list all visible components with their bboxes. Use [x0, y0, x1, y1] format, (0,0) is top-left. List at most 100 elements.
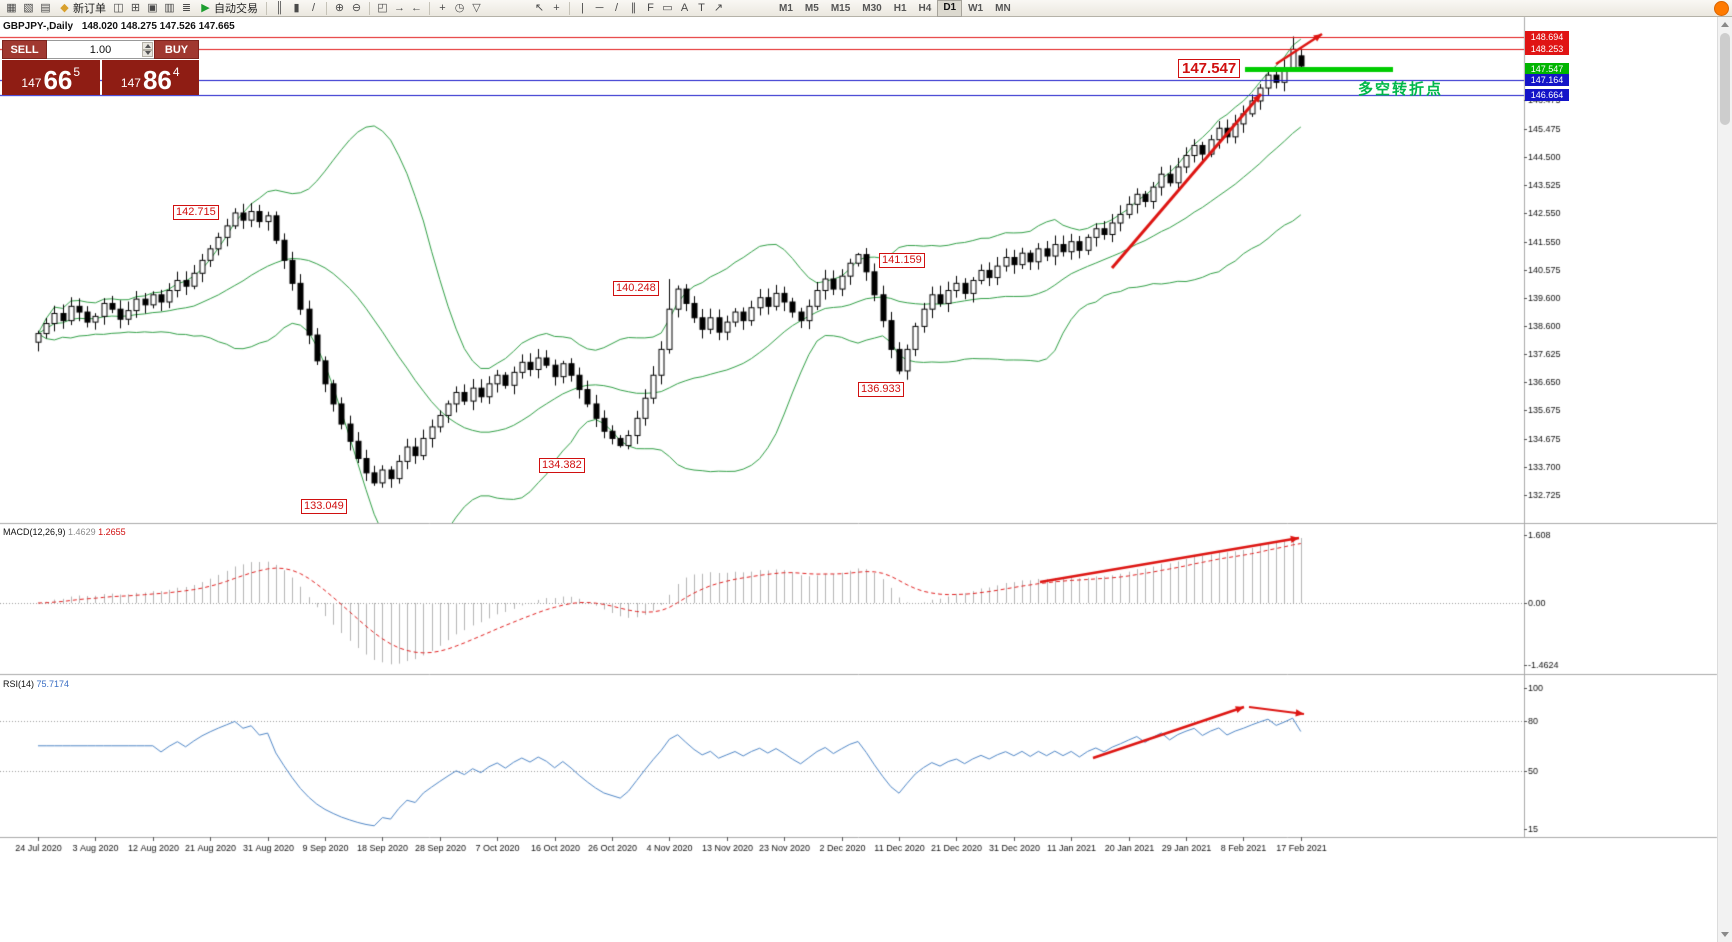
main-toolbar: ▦ ▧ ▤ ◆ 新订单 ◫ ⊞ ▣ ▥ ≣ ▶ 自动交易 ║ ▮ / ⊕ ⊖ ◰ → ← + ◷ ▽ ↖ +…: [0, 0, 1732, 17]
macd-name: MACD(12,26,9): [3, 527, 66, 537]
terminal-icon[interactable]: ▣: [147, 1, 158, 14]
new-order-label: 新订单: [73, 3, 106, 15]
market-watch-icon[interactable]: ▤: [40, 1, 51, 14]
templates-icon[interactable]: ▽: [472, 1, 481, 14]
vertical-scrollbar[interactable]: [1717, 17, 1732, 942]
timeframe-w1[interactable]: W1: [968, 2, 984, 14]
rsi-label: RSI(14) 75.7174: [3, 679, 69, 689]
timeframe-h4[interactable]: H4: [918, 2, 932, 14]
buy-price-sup: 4: [172, 65, 180, 79]
shapes-icon[interactable]: ▭: [662, 1, 673, 14]
timeframe-h1[interactable]: H1: [893, 2, 907, 14]
system-icon-group: ▦ ▧ ▤: [3, 1, 54, 16]
scroll-up-button[interactable]: [1718, 17, 1732, 32]
toolbar-separator: [569, 1, 570, 15]
toolbar-separator: [429, 1, 430, 15]
autotrading-label: 自动交易: [214, 3, 258, 15]
buy-price-prefix: 147: [120, 76, 141, 90]
sell-price-tile[interactable]: 147 66 5: [2, 60, 100, 95]
price-annotation-label[interactable]: 140.248: [613, 281, 659, 296]
text-icon[interactable]: A: [680, 1, 689, 14]
price-annotation-label[interactable]: 141.159: [879, 253, 925, 268]
candlestick-chart-icon[interactable]: ▮: [293, 1, 300, 14]
bar-chart-icon[interactable]: ║: [275, 1, 284, 14]
drawing-icon-group: | ─ / ∥ F ▭ A T ↗: [574, 1, 727, 16]
axis-price-badge: 147.164: [1525, 74, 1569, 87]
timeframe-m1[interactable]: M1: [779, 2, 793, 14]
one-click-trading-panel: SELL 1.00 BUY 147 66 5 147 86 4: [2, 40, 199, 95]
axis-price-badge: 146.664: [1525, 88, 1569, 101]
timeframe-m5[interactable]: M5: [804, 2, 819, 14]
timeframe-mn[interactable]: MN: [995, 2, 1011, 14]
arrows-icon[interactable]: ↗: [713, 1, 724, 14]
macd-value-2: 1.2655: [98, 527, 126, 537]
text-label-icon[interactable]: T: [698, 1, 705, 14]
notification-badge[interactable]: [1714, 1, 1729, 16]
new-order-button[interactable]: ◆ 新订单: [54, 0, 110, 16]
buy-button[interactable]: BUY: [154, 40, 199, 59]
axis-price-badge: 148.253: [1525, 43, 1569, 56]
equidistant-channel-icon[interactable]: ∥: [630, 1, 637, 14]
horizontal-line-icon[interactable]: ─: [595, 1, 604, 14]
zoom-icon-group: ⊕ ⊖: [331, 1, 365, 16]
price-annotation-label[interactable]: 136.933: [858, 382, 904, 397]
ohlc-values: 148.020 148.275 147.526 147.665: [81, 21, 235, 32]
metaeditor-icon[interactable]: ≣: [181, 1, 192, 14]
zoom-in-icon[interactable]: ⊕: [334, 1, 345, 14]
volume-value: 1.00: [89, 43, 112, 56]
symbol-period-label: GBPJPY-,Daily: [3, 21, 74, 32]
new-order-icon: ◆: [60, 1, 69, 14]
sell-price-big: 66: [43, 65, 73, 95]
timeframe-switcher: M1 M5 M15 M30 H1 H4 D1 W1 MN: [773, 0, 1017, 17]
buy-price-big: 86: [142, 65, 172, 95]
axis-price-badge: 148.694: [1525, 30, 1569, 43]
axis-price-badge: 147.547: [1525, 63, 1569, 76]
macd-value-1: 1.4629: [68, 527, 96, 537]
autotrading-button[interactable]: ▶ 自动交易: [195, 0, 262, 16]
indicators-icon[interactable]: +: [439, 1, 446, 14]
scroll-down-button[interactable]: [1718, 927, 1732, 942]
resistance-price-label[interactable]: 147.547: [1178, 59, 1241, 78]
new-chart-icon[interactable]: ▦: [6, 1, 17, 14]
turning-point-annotation: 多空转折点: [1358, 81, 1444, 98]
panel-icon-group: ◫ ⊞ ▣ ▥ ≣: [110, 1, 195, 16]
crosshair-icon[interactable]: +: [553, 1, 560, 14]
macd-label: MACD(12,26,9) 1.4629 1.2655: [3, 527, 126, 537]
scrollbar-thumb[interactable]: [1720, 33, 1730, 125]
symbol-header: GBPJPY-,Daily 148.020 148.275 147.526 14…: [3, 21, 235, 32]
chart-type-icon-group: ║ ▮ /: [271, 1, 322, 16]
volume-decrease-button[interactable]: [142, 49, 153, 57]
autotrading-icon: ▶: [201, 1, 210, 14]
volume-input[interactable]: 1.00: [47, 40, 154, 59]
auto-scroll-icon[interactable]: →: [394, 1, 405, 14]
data-window-icon[interactable]: ◫: [113, 1, 124, 14]
toolbar-separator: [266, 1, 267, 15]
line-chart-icon[interactable]: /: [311, 1, 316, 14]
insert-icon-group: + ◷ ▽: [434, 1, 485, 16]
periods-icon[interactable]: ◷: [454, 1, 465, 14]
rsi-name: RSI(14): [3, 679, 35, 689]
zoom-out-icon[interactable]: ⊖: [351, 1, 362, 14]
navigator-icon[interactable]: ⊞: [130, 1, 141, 14]
sell-button[interactable]: SELL: [2, 40, 47, 59]
trendline-icon[interactable]: /: [614, 1, 619, 14]
fibonacci-icon[interactable]: F: [647, 1, 654, 14]
timeframe-m30[interactable]: M30: [862, 2, 882, 14]
volume-increase-button[interactable]: [142, 42, 153, 50]
price-annotation-label[interactable]: 142.715: [173, 205, 219, 220]
strategy-tester-icon[interactable]: ▥: [164, 1, 175, 14]
price-annotation-label[interactable]: 133.049: [301, 499, 347, 514]
rsi-value: 75.7174: [36, 679, 70, 689]
timeframe-m15[interactable]: M15: [830, 2, 851, 14]
tile-windows-icon[interactable]: ◰: [377, 1, 388, 14]
buy-price-tile[interactable]: 147 86 4: [101, 60, 199, 95]
chart-shift-icon[interactable]: ←: [411, 1, 422, 14]
vertical-line-icon[interactable]: |: [581, 1, 584, 14]
cursor-icon[interactable]: ↖: [534, 1, 545, 14]
profiles-icon[interactable]: ▧: [23, 1, 34, 14]
timeframe-d1[interactable]: D1: [937, 0, 963, 17]
toolbar-separator: [369, 1, 370, 15]
sell-price-sup: 5: [73, 65, 81, 79]
price-annotation-label[interactable]: 134.382: [539, 458, 585, 473]
